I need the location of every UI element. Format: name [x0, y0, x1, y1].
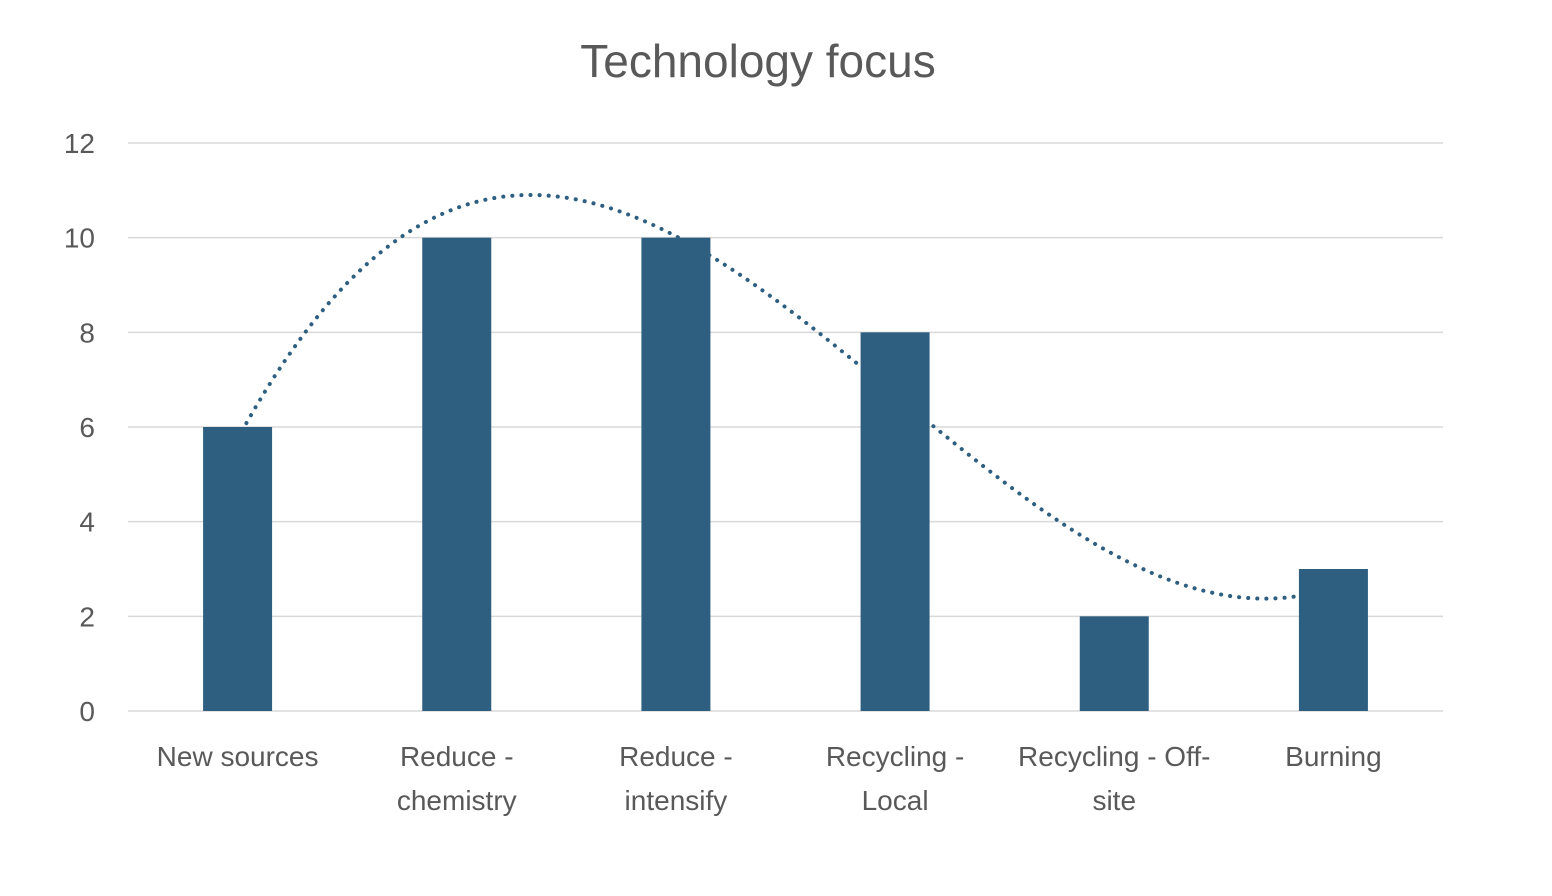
bar — [1079, 616, 1149, 711]
x-tick-label-line: New sources — [157, 741, 319, 772]
bar — [203, 427, 273, 711]
x-tick-label: Recycling - Local — [826, 741, 964, 816]
x-tick-label-line: Reduce - — [400, 741, 514, 772]
y-tick-label: 8 — [79, 317, 95, 348]
x-tick-label-line: Local — [862, 785, 929, 816]
x-tick-label: Burning — [1285, 741, 1382, 772]
x-tick-label: New sources — [157, 741, 319, 772]
x-tick-label-line: Reduce - — [619, 741, 733, 772]
x-tick-label-line: Recycling - — [826, 741, 964, 772]
bars — [203, 237, 1368, 711]
y-tick-label: 4 — [79, 507, 95, 538]
trendline — [235, 192, 1336, 601]
y-tick-label: 2 — [79, 601, 95, 632]
x-tick-label-line: Recycling - Off- — [1018, 741, 1210, 772]
chart-title: Technology focus — [580, 35, 935, 87]
bar — [641, 237, 711, 711]
y-tick-label: 6 — [79, 412, 95, 443]
x-tick-label: Reduce - chemistry — [397, 741, 517, 816]
gridlines — [128, 142, 1443, 712]
x-tick-label: Reduce - intensify — [619, 741, 733, 816]
x-tick-label-line: chemistry — [397, 785, 517, 816]
x-tick-label-line: site — [1092, 785, 1136, 816]
x-axis-ticks: New sources Reduce - chemistry Reduce - inte… — [157, 741, 1382, 816]
bar — [422, 237, 492, 711]
x-tick-label-line: Burning — [1285, 741, 1382, 772]
bar — [1298, 569, 1368, 711]
bar — [860, 332, 930, 711]
x-tick-label-line: intensify — [625, 785, 728, 816]
x-tick-label: Recycling - Off-site — [1018, 741, 1210, 816]
y-axis-ticks: 0 2 4 6 8 10 12 — [64, 128, 95, 727]
y-tick-label: 0 — [79, 696, 95, 727]
y-tick-label: 10 — [64, 223, 95, 254]
y-tick-label: 12 — [64, 128, 95, 159]
